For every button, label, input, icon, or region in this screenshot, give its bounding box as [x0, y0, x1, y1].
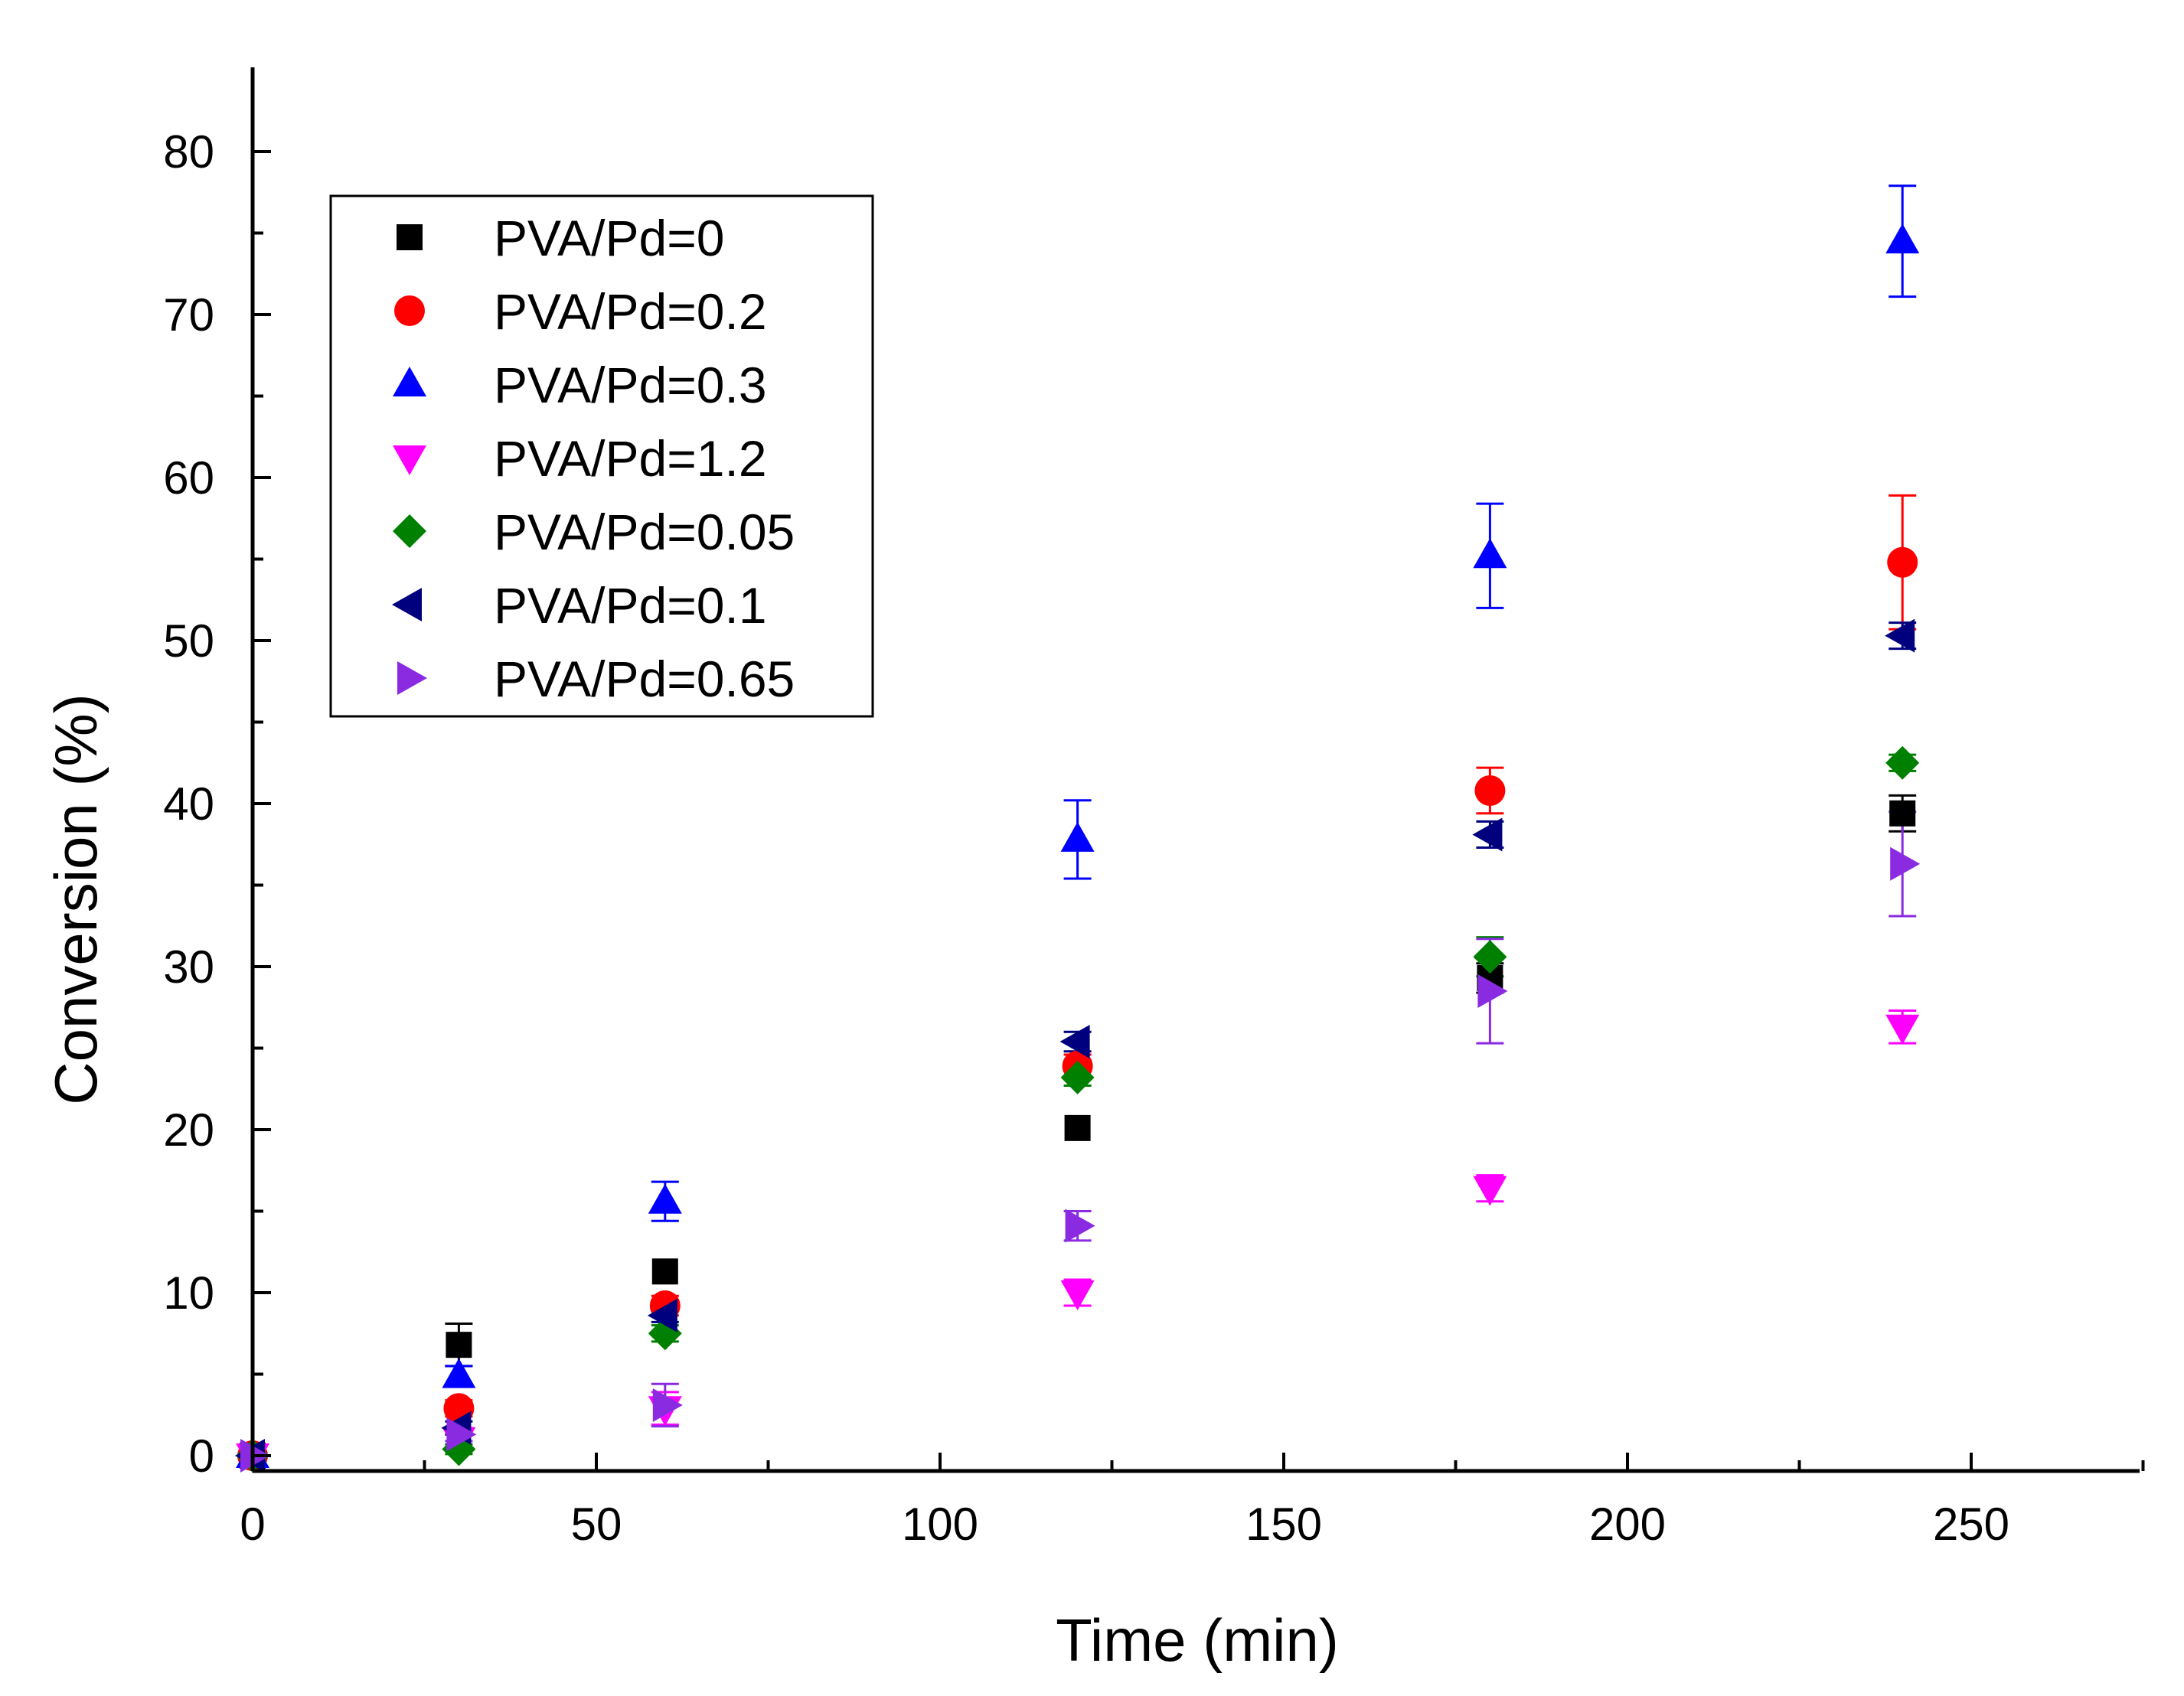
data-point: [1060, 1280, 1095, 1310]
data-point: [1474, 775, 1506, 806]
data-point: [652, 1388, 683, 1422]
data-point: [651, 1258, 678, 1285]
data-point: [1889, 800, 1916, 827]
x-axis-title: Time (min): [1056, 1606, 1339, 1674]
data-point: [1065, 1208, 1095, 1243]
data-point: [647, 1298, 677, 1332]
data-point: [442, 1358, 476, 1388]
x-tick-label: 100: [902, 1499, 978, 1550]
data-point: [1060, 821, 1095, 852]
data-point: [446, 1332, 472, 1358]
data-point: [1473, 940, 1507, 974]
legend-label: PVA/Pd=0.05: [494, 504, 795, 560]
data-point: [1477, 974, 1508, 1008]
marker-layer: [235, 223, 1921, 1473]
y-tick-label: 40: [163, 778, 214, 830]
legend-label: PVA/Pd=0.2: [494, 283, 767, 340]
axes: [250, 67, 2140, 1473]
data-point: [1472, 817, 1503, 852]
data-point: [648, 1183, 682, 1214]
data-point: [1887, 546, 1918, 578]
y-tick-label: 80: [163, 126, 214, 178]
y-tick-label: 20: [163, 1104, 214, 1156]
legend-marker: [393, 367, 426, 396]
data-point: [1890, 846, 1921, 881]
data-point: [1473, 538, 1507, 569]
y-tick-label: 60: [163, 452, 214, 504]
legend-label: PVA/Pd=0: [494, 210, 724, 266]
data-point: [1064, 1114, 1091, 1141]
data-point: [1473, 1176, 1507, 1206]
data-point: [1059, 1024, 1090, 1058]
legend-marker: [392, 588, 422, 621]
legend-label: PVA/Pd=0.3: [494, 357, 767, 413]
tick-layer: 0 50 100 150 200 250 0 10 20 30 40 50 60 70 80: [163, 126, 2145, 1550]
legend-label: PVA/Pd=0.1: [494, 577, 767, 634]
legend-marker: [397, 661, 427, 695]
legend: PVA/Pd=0 PVA/Pd=0.2 PVA/Pd=0.3 PVA/Pd=1.2 PV…: [329, 194, 874, 718]
x-tick-label: 200: [1589, 1499, 1666, 1550]
y-tick-label: 30: [163, 941, 214, 993]
legend-marker: [393, 445, 426, 475]
y-tick-label: 10: [163, 1267, 214, 1319]
y-tick-label: 0: [189, 1430, 214, 1482]
data-point: [1885, 618, 1915, 653]
legend-label: PVA/Pd=0.65: [494, 651, 795, 707]
x-tick-label: 250: [1933, 1499, 2009, 1550]
y-axis-title: Conversion (%): [42, 693, 109, 1105]
legend-box: [329, 194, 874, 718]
data-point: [1885, 1014, 1920, 1045]
data-point: [1060, 1060, 1095, 1094]
data-point: [446, 1417, 477, 1452]
data-point: [1885, 223, 1920, 254]
legend-label: PVA/Pd=1.2: [494, 430, 767, 487]
y-tick-label: 70: [163, 289, 214, 341]
x-tick-label: 0: [240, 1499, 265, 1550]
data-point: [1885, 745, 1920, 780]
legend-marker: [393, 514, 426, 548]
x-tick-label: 150: [1245, 1499, 1322, 1550]
x-tick-label: 50: [571, 1499, 622, 1550]
legend-marker: [394, 295, 425, 326]
y-tick-label: 50: [163, 615, 214, 667]
legend-marker: [397, 224, 423, 250]
